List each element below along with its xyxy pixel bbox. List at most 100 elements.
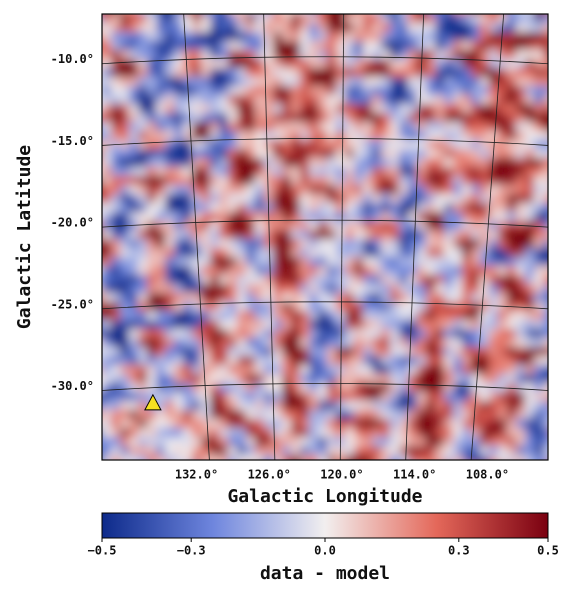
residual-cell	[219, 401, 229, 411]
residual-cell	[372, 230, 382, 240]
residual-cell	[408, 320, 418, 330]
residual-cell	[471, 311, 481, 321]
residual-cell	[462, 95, 472, 105]
residual-cell	[102, 50, 112, 60]
residual-cell	[462, 23, 472, 33]
residual-cell	[318, 77, 328, 87]
residual-cell	[264, 266, 274, 276]
residual-cell	[273, 266, 283, 276]
residual-cell	[471, 221, 481, 231]
residual-cell	[345, 221, 355, 231]
residual-cell	[129, 14, 139, 24]
residual-cell	[255, 419, 265, 429]
residual-cell	[426, 257, 436, 267]
residual-cell	[183, 149, 193, 159]
residual-cell	[426, 230, 436, 240]
residual-cell	[174, 203, 184, 213]
residual-cell	[282, 194, 292, 204]
residual-cell	[300, 50, 310, 60]
residual-cell	[381, 140, 391, 150]
residual-cell	[462, 149, 472, 159]
residual-cell	[138, 131, 148, 141]
residual-cell	[129, 122, 139, 132]
residual-cell	[255, 176, 265, 186]
residual-cell	[417, 248, 427, 258]
residual-cell	[345, 59, 355, 69]
residual-cell	[345, 140, 355, 150]
residual-cell	[372, 284, 382, 294]
residual-cell	[453, 266, 463, 276]
residual-cell	[192, 401, 202, 411]
residual-cell	[291, 464, 301, 474]
residual-cell	[282, 68, 292, 78]
residual-cell	[255, 383, 265, 393]
residual-cell	[264, 419, 274, 429]
residual-cell	[192, 185, 202, 195]
residual-cell	[111, 302, 121, 312]
residual-cell	[444, 59, 454, 69]
residual-cell	[282, 266, 292, 276]
residual-cell	[156, 14, 166, 24]
residual-cell	[228, 275, 238, 285]
residual-cell	[282, 158, 292, 168]
residual-cell	[462, 293, 472, 303]
residual-cell	[210, 176, 220, 186]
residual-cell	[273, 194, 283, 204]
residual-cell	[138, 158, 148, 168]
residual-cell	[489, 50, 499, 60]
residual-cell	[390, 140, 400, 150]
residual-cell	[444, 50, 454, 60]
residual-cell	[282, 446, 292, 456]
residual-cell	[129, 185, 139, 195]
residual-cell	[534, 41, 544, 51]
residual-cell	[255, 311, 265, 321]
residual-cell	[363, 365, 373, 375]
residual-cell	[246, 230, 256, 240]
residual-cell	[417, 419, 427, 429]
residual-cell	[453, 248, 463, 258]
residual-cell	[255, 356, 265, 366]
residual-cell	[102, 320, 112, 330]
residual-cell	[255, 446, 265, 456]
residual-cell	[201, 275, 211, 285]
residual-cell	[138, 302, 148, 312]
residual-cell	[102, 14, 112, 24]
residual-cell	[345, 104, 355, 114]
residual-cell	[174, 140, 184, 150]
residual-cell	[525, 203, 535, 213]
residual-cell	[354, 302, 364, 312]
colorbar-label: data - model	[260, 563, 390, 584]
grid-line	[102, 56, 548, 65]
residual-cell	[246, 284, 256, 294]
residual-cell	[111, 419, 121, 429]
residual-cell	[336, 131, 346, 141]
residual-cell	[273, 410, 283, 420]
residual-cell	[417, 239, 427, 249]
residual-cell	[174, 365, 184, 375]
residual-cell	[165, 446, 175, 456]
residual-cell	[183, 455, 193, 460]
residual-cell	[507, 68, 517, 78]
residual-cell	[417, 392, 427, 402]
residual-cell	[471, 257, 481, 267]
residual-cell	[192, 266, 202, 276]
residual-cell	[435, 410, 445, 420]
residual-cell	[534, 104, 544, 114]
residual-cell	[291, 266, 301, 276]
residual-cell	[264, 374, 274, 384]
residual-cell	[489, 176, 499, 186]
residual-cell	[138, 284, 148, 294]
residual-cell	[489, 23, 499, 33]
residual-cell	[309, 140, 319, 150]
residual-cell	[111, 113, 121, 123]
residual-cell	[552, 275, 562, 285]
residual-cell	[516, 149, 526, 159]
residual-cell	[273, 338, 283, 348]
residual-cell	[525, 95, 535, 105]
residual-cell	[345, 50, 355, 60]
residual-cell	[300, 455, 310, 460]
residual-cell	[381, 203, 391, 213]
residual-cell	[219, 32, 229, 42]
residual-cell	[174, 131, 184, 141]
residual-cell	[183, 68, 193, 78]
